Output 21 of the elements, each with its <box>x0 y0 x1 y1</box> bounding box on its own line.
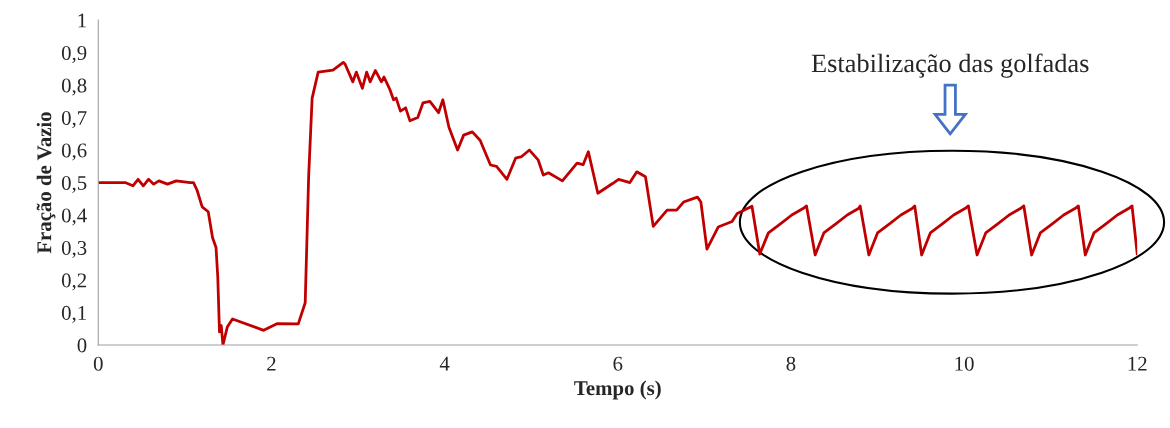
y-tick-label: 0,1 <box>61 305 86 323</box>
x-tick-label: 6 <box>613 356 623 371</box>
y-tick-label: 0,8 <box>61 78 87 96</box>
y-tick-label: 0,3 <box>61 240 87 258</box>
y-tick-label: 0 <box>77 338 87 353</box>
x-tick-label: 0 <box>93 356 103 371</box>
y-tick-label: 0,9 <box>61 45 87 64</box>
x-tick-label: 10 <box>955 356 974 371</box>
y-tick-label: 1 <box>78 13 86 28</box>
annotation: Estabilização das golfadas <box>811 53 1089 78</box>
x-tick-label: 4 <box>439 356 450 371</box>
y-tick-label: 0,2 <box>61 273 87 291</box>
x-tick-label: 12 <box>1128 356 1147 371</box>
y-tick-label: 0,7 <box>61 110 87 128</box>
y-tick-label: 0,4 <box>61 208 87 226</box>
y-tick-label: 0,5 <box>61 175 87 193</box>
y-axis-title: Fração de Vazio <box>36 112 56 254</box>
x-axis-title: Tempo (s) <box>574 380 661 400</box>
y-tick-label: 0,6 <box>61 143 87 161</box>
x-tick-label: 2 <box>267 356 276 371</box>
x-tick-label: 8 <box>786 356 796 371</box>
